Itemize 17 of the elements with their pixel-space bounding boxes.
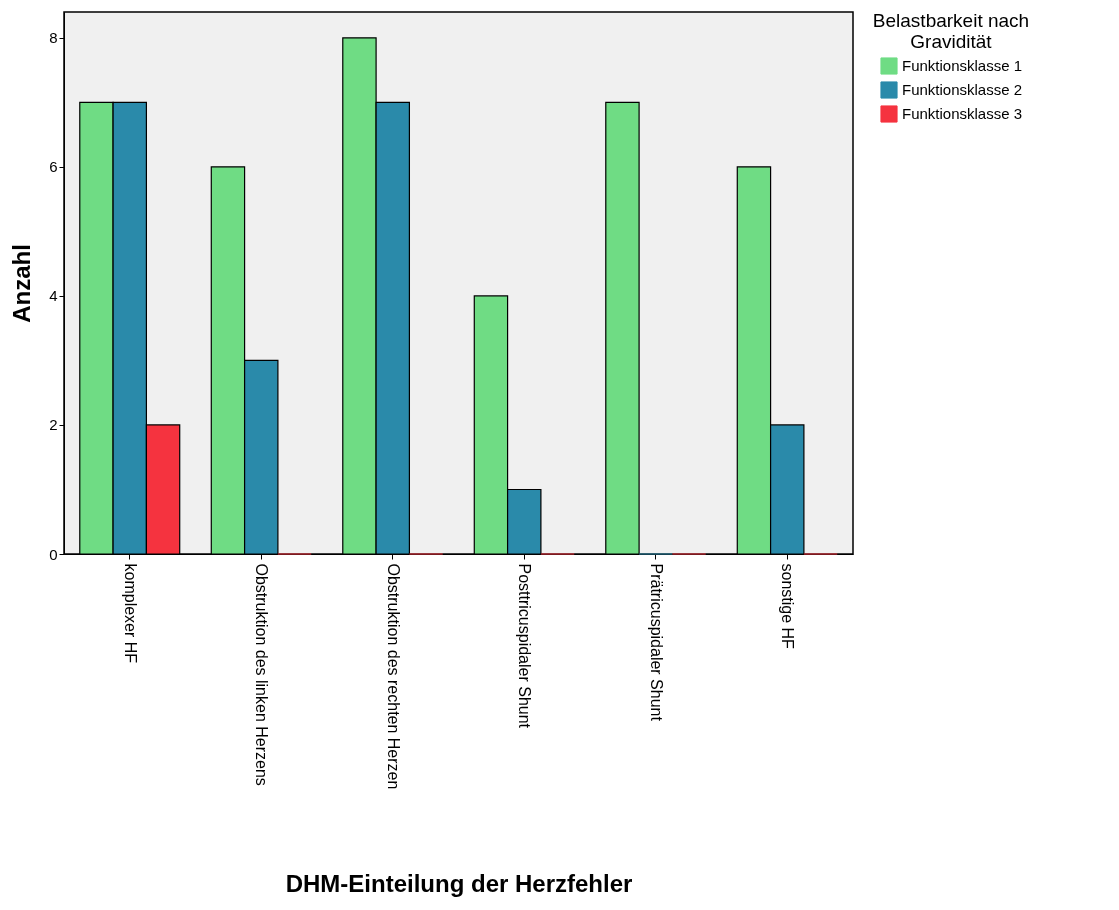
legend-title: Belastbarkeit nach Gravidität (872, 10, 1030, 52)
x-tick-label: Obstruktion des rechten Herzen (384, 563, 402, 790)
legend-label: Funktionsklasse 2 (902, 81, 1023, 98)
y-tick-label: 4 (49, 287, 58, 305)
y-tick-label: 6 (49, 158, 58, 176)
legend-label: Funktionsklasse 1 (902, 57, 1023, 74)
x-tick-label: Obstruktion des linken Herzens (253, 563, 271, 786)
legend-label: Funktionsklasse 3 (902, 105, 1023, 122)
x-axis-title: DHM-Einteilung der Herzfehler (285, 869, 633, 897)
y-tick-label: 2 (49, 416, 58, 434)
y-tick-label: 0 (49, 545, 58, 563)
y-axis-title: Anzahl (8, 244, 36, 323)
x-tick-label: sonstige HF (779, 563, 797, 650)
x-tick-label: komplexer HF (121, 563, 139, 664)
x-tick-label: Posttricuspidaler Shunt (516, 563, 534, 729)
y-tick-label: 8 (49, 29, 58, 47)
x-tick-label: Prätricuspidaler Shunt (647, 563, 665, 722)
